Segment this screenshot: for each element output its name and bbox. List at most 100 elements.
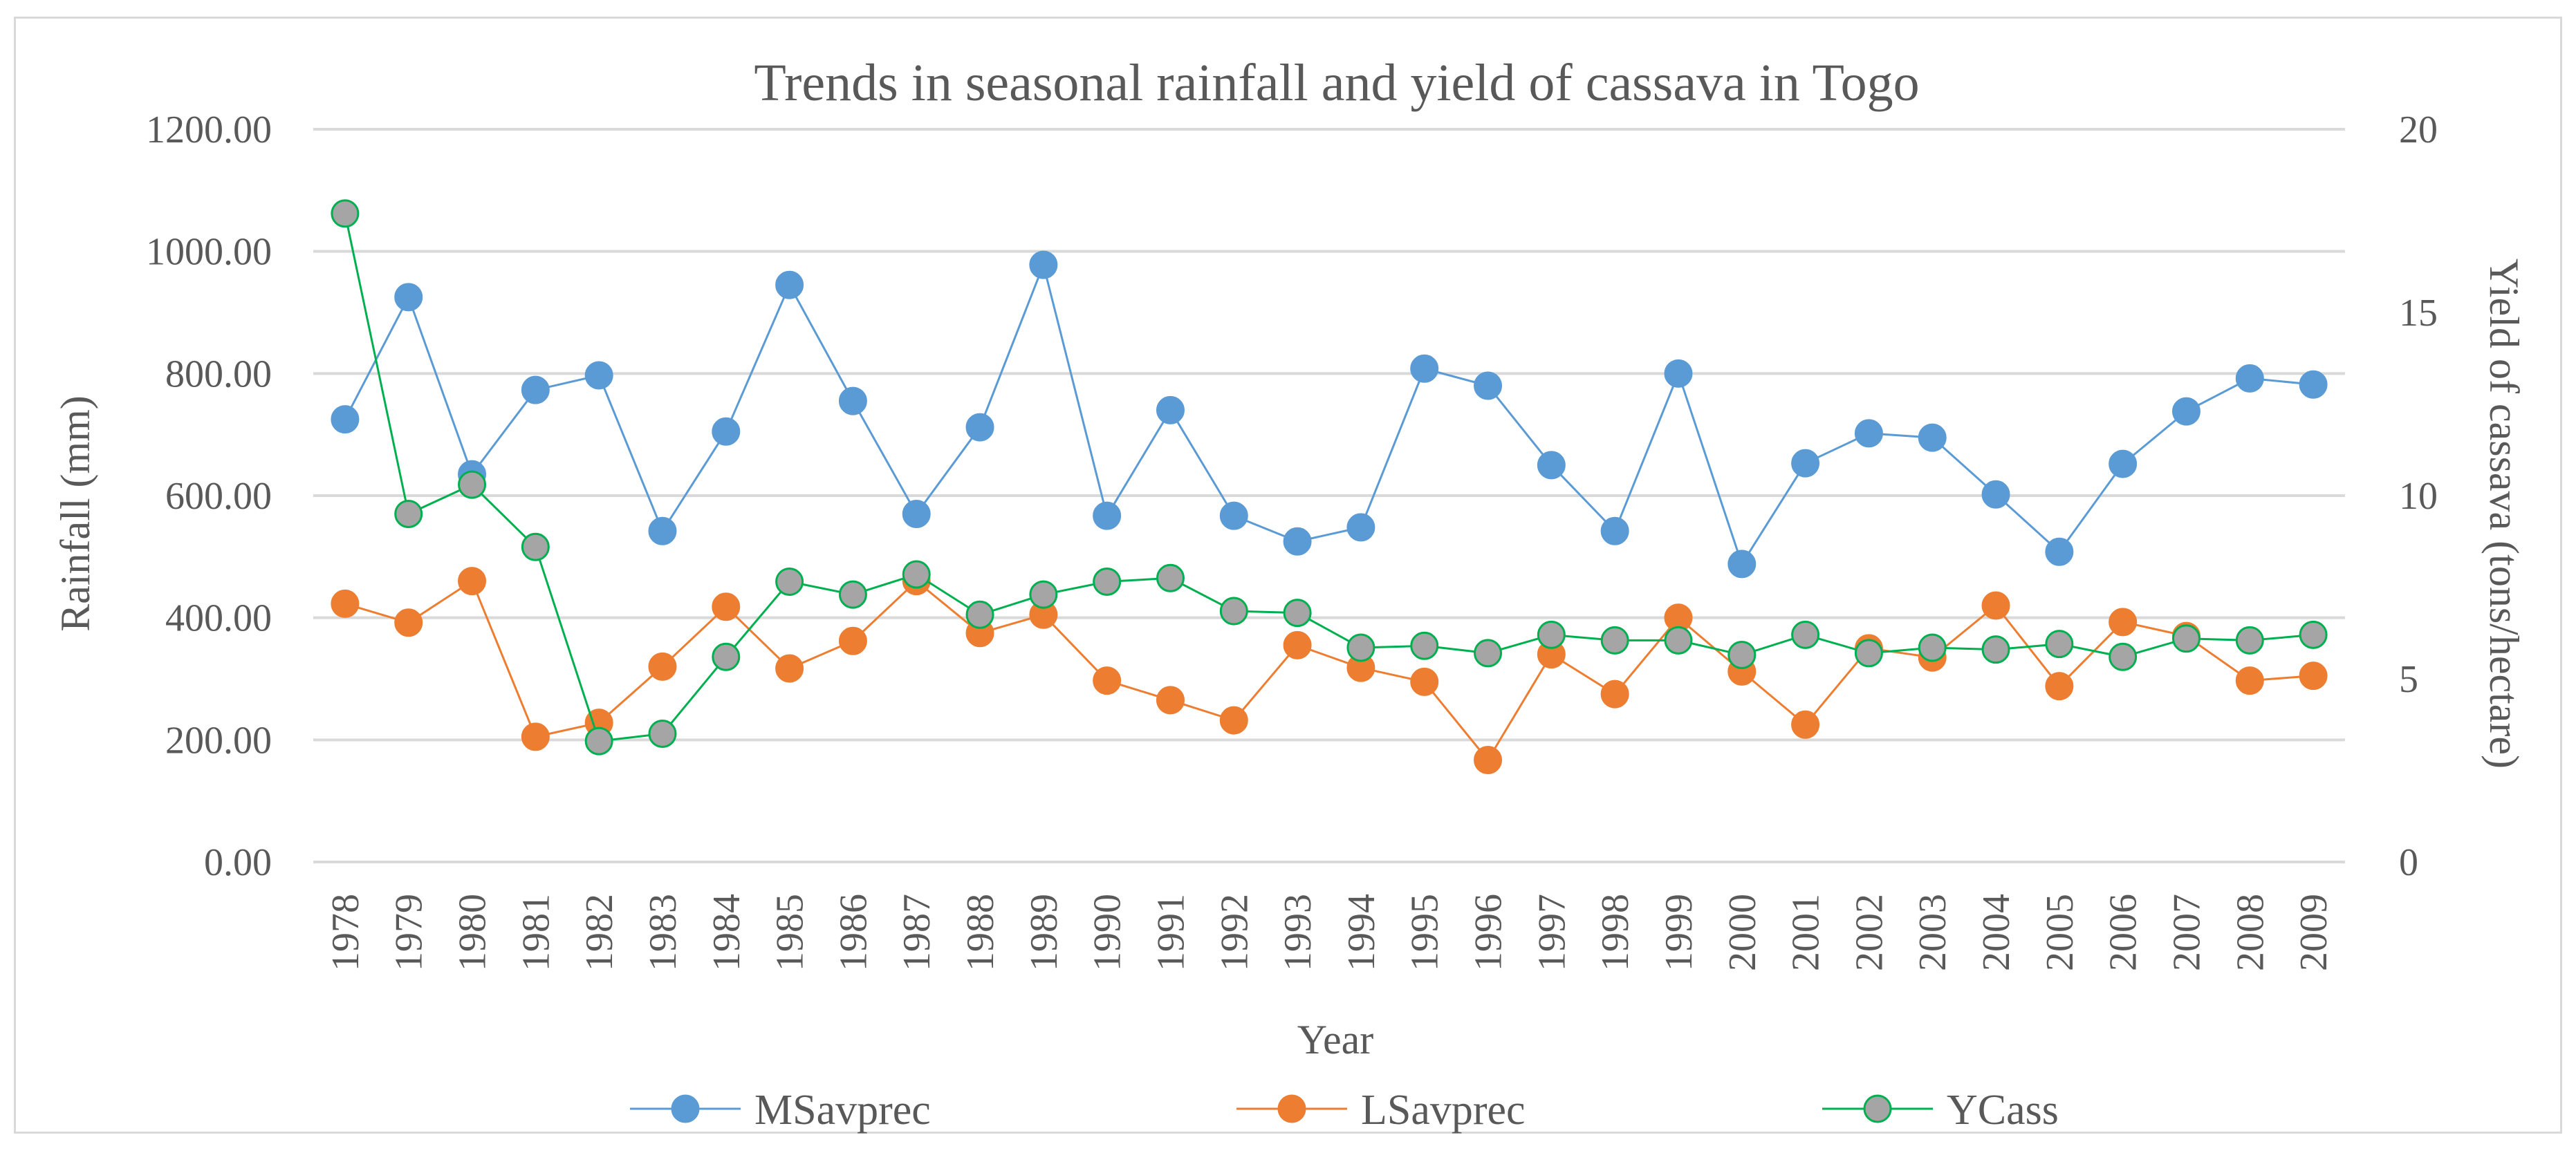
- data-point-MSavprec: [648, 516, 677, 545]
- x-tick-label: 1985: [769, 894, 812, 971]
- legend-item-MSavprec: MSavprec: [630, 1087, 931, 1134]
- x-tick-label: 1996: [1467, 894, 1510, 971]
- x-tick-label: 1989: [1023, 894, 1066, 971]
- data-point-MSavprec: [1346, 513, 1375, 542]
- data-point-MSavprec: [1219, 501, 1248, 530]
- x-tick-label: 2006: [2102, 894, 2145, 971]
- data-point-MSavprec: [2235, 364, 2264, 393]
- data-point-YCass: [2171, 624, 2200, 653]
- data-point-LSavprec: [1981, 591, 2010, 620]
- data-point-YCass: [394, 500, 423, 528]
- data-point-MSavprec: [1474, 371, 1503, 400]
- data-point-MSavprec: [965, 413, 994, 442]
- data-point-MSavprec: [2299, 370, 2328, 399]
- data-point-LSavprec: [1156, 686, 1185, 715]
- chart-frame: Trends in seasonal rainfall and yield of…: [14, 17, 2562, 1134]
- series-line-LSavprec: [344, 579, 2314, 762]
- y-axis-ticks: 0.00 200.00 400.00 600.00 800.00 1000.00 1200.…: [146, 109, 272, 884]
- y2-tick-label: 0: [2399, 841, 2418, 884]
- data-point-YCass: [1029, 580, 1058, 609]
- data-point-YCass: [1093, 568, 1122, 597]
- chart-title: Trends in seasonal rainfall and yield of…: [754, 54, 1919, 112]
- data-point-MSavprec: [1664, 359, 1693, 388]
- data-point-LSavprec: [521, 722, 550, 751]
- data-point-LSavprec: [2045, 672, 2074, 701]
- x-tick-label: 2001: [1785, 894, 1828, 971]
- data-point-LSavprec: [838, 626, 867, 655]
- y2-tick-label: 5: [2399, 658, 2418, 701]
- data-point-MSavprec: [1600, 516, 1629, 545]
- data-point-YCass: [1600, 626, 1629, 655]
- y2-axis-label: Yield of cassava (tons/hectare): [2481, 259, 2527, 769]
- data-point-MSavprec: [1981, 480, 2010, 509]
- data-point-YCass: [1727, 641, 1757, 670]
- y-tick-label: 0.00: [204, 841, 272, 884]
- x-tick-label: 1979: [388, 894, 431, 971]
- y2-tick-label: 20: [2399, 109, 2438, 151]
- data-point-MSavprec: [2171, 397, 2200, 426]
- series-MSavprec: [331, 250, 2328, 579]
- data-point-LSavprec: [775, 654, 804, 683]
- data-point-LSavprec: [1410, 667, 1439, 696]
- data-point-YCass: [584, 727, 613, 756]
- data-point-MSavprec: [1791, 449, 1820, 478]
- line-chart: Trends in seasonal rainfall and yield of…: [53, 54, 2527, 1134]
- data-point-YCass: [965, 600, 994, 629]
- data-point-YCass: [712, 642, 741, 671]
- data-point-YCass: [2109, 642, 2138, 671]
- x-tick-label: 2003: [1911, 894, 1954, 971]
- legend-item-YCass: YCass: [1822, 1087, 2059, 1134]
- x-tick-label: 2005: [2039, 894, 2082, 971]
- data-point-YCass: [1283, 599, 1312, 628]
- data-point-YCass: [1854, 639, 1883, 668]
- x-tick-label: 1986: [832, 894, 875, 971]
- x-axis-ticks: 1978 1979 1980 1981 1982 1983 1984 1985 1986 1987…: [324, 894, 2335, 971]
- legend: MSavprec LSavprec YCass: [630, 1087, 2059, 1134]
- data-point-LSavprec: [458, 567, 487, 596]
- data-point-LSavprec: [648, 652, 677, 681]
- y-axis-label: Rainfall (mm): [53, 395, 98, 632]
- legend-item-LSavprec: LSavprec: [1236, 1087, 1526, 1134]
- legend-marker: [1863, 1094, 1892, 1123]
- data-point-YCass: [1981, 635, 2010, 664]
- data-point-YCass: [2299, 620, 2328, 649]
- legend-label: YCass: [1947, 1087, 2059, 1134]
- data-point-LSavprec: [331, 589, 360, 618]
- data-point-LSavprec: [1600, 679, 1629, 709]
- y-tick-label: 200.00: [165, 719, 272, 762]
- data-point-YCass: [902, 560, 931, 589]
- x-tick-label: 1994: [1340, 894, 1383, 971]
- x-tick-label: 1999: [1658, 894, 1701, 971]
- y-tick-label: 1000.00: [146, 231, 272, 274]
- y-tick-label: 800.00: [165, 353, 272, 395]
- x-tick-label: 2007: [2165, 894, 2208, 971]
- x-tick-label: 1982: [578, 894, 621, 971]
- y-tick-label: 400.00: [165, 597, 272, 640]
- data-point-LSavprec: [1219, 706, 1248, 735]
- data-point-YCass: [838, 580, 867, 609]
- series-line-MSavprec: [344, 261, 2314, 567]
- y2-axis-ticks: 0 5 10 15 20: [2399, 109, 2438, 884]
- data-point-MSavprec: [838, 386, 867, 415]
- x-tick-label: 1992: [1213, 894, 1256, 971]
- legend-marker: [1277, 1094, 1306, 1123]
- data-point-LSavprec: [1474, 745, 1503, 774]
- x-tick-label: 2008: [2229, 894, 2272, 971]
- data-point-YCass: [2045, 630, 2074, 659]
- y-tick-label: 1200.00: [146, 109, 272, 151]
- x-tick-label: 1995: [1404, 894, 1447, 971]
- data-point-YCass: [1664, 626, 1693, 655]
- data-point-LSavprec: [1093, 666, 1122, 695]
- data-point-YCass: [1219, 597, 1248, 626]
- x-tick-label: 1983: [642, 894, 685, 971]
- data-point-YCass: [2235, 626, 2264, 655]
- x-tick-label: 2000: [1721, 894, 1764, 971]
- data-point-YCass: [648, 720, 677, 748]
- data-point-MSavprec: [584, 361, 613, 390]
- x-tick-label: 2002: [1848, 894, 1891, 971]
- data-point-YCass: [331, 199, 360, 228]
- data-point-YCass: [1474, 639, 1503, 668]
- data-point-MSavprec: [1093, 501, 1122, 530]
- x-tick-label: 1988: [959, 894, 1002, 971]
- x-tick-label: 1990: [1086, 894, 1129, 971]
